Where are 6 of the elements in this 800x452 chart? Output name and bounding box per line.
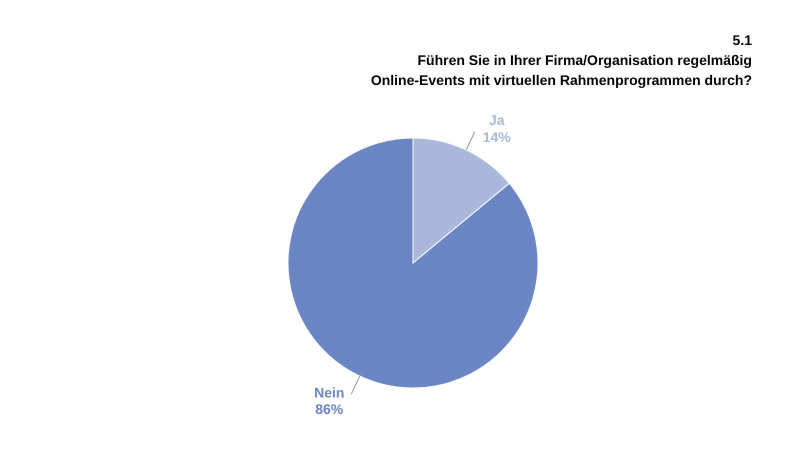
slice-label: Ja xyxy=(488,112,505,128)
data-label: 86% xyxy=(315,401,344,418)
slice-label: Nein xyxy=(314,384,344,400)
text: 5.1 xyxy=(732,31,752,50)
chart-subtitle: Führen Sie in Ihrer Firma/Organisation regelmäßig Online-Events mit virtuellen Rahmenprogrammen durch? xyxy=(370,51,752,90)
data-label: 14% xyxy=(482,128,512,145)
